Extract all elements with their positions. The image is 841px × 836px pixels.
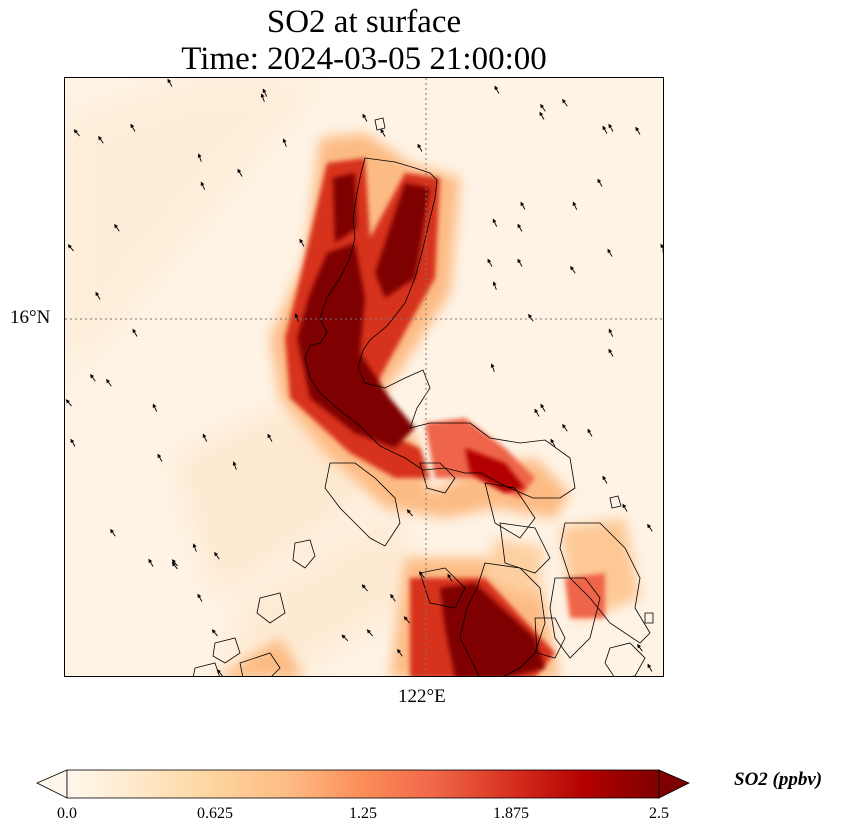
wind-arrow: [572, 201, 578, 210]
wind-arrow: [597, 178, 603, 187]
wind-arrow: [90, 373, 96, 382]
wind-arrow: [67, 244, 74, 252]
wind-arrow: [534, 408, 540, 417]
wind-arrow: [540, 103, 546, 112]
wind-arrow: [114, 223, 120, 232]
wind-arrow: [540, 403, 546, 412]
wind-arrow: [132, 328, 138, 337]
colorbar-over-arrow: [658, 769, 690, 799]
wind-arrow: [520, 201, 526, 210]
wind-arrow: [95, 291, 101, 300]
wind-arrow: [211, 629, 218, 637]
wind-arrow: [397, 648, 403, 657]
lat-tick-label: 16°N: [10, 307, 51, 328]
wind-arrow: [110, 528, 116, 537]
wind-arrow: [214, 551, 220, 560]
coastlines: [192, 117, 654, 676]
wind-arrow: [602, 475, 608, 484]
wind-arrow: [260, 93, 265, 102]
wind-arrow: [417, 143, 423, 152]
wind-arrow: [608, 328, 614, 337]
colorbar-tick-label: 0.0: [57, 805, 77, 822]
colorbar-tick-label: 1.25: [349, 805, 377, 822]
wind-arrow: [73, 129, 80, 137]
wind-arrow: [494, 85, 500, 94]
wind-arrow: [197, 153, 202, 162]
wind-arrow: [366, 629, 373, 637]
wind-arrow: [232, 461, 237, 470]
wind-arrow: [492, 218, 498, 227]
wind-arrow: [380, 128, 386, 137]
so2-plume-core: [297, 173, 545, 676]
colorbar-tick-label: 0.625: [197, 805, 233, 822]
wind-arrow: [562, 423, 568, 432]
wind-arrow: [390, 593, 396, 602]
wind-arrow: [192, 543, 197, 552]
wind-arrow: [539, 111, 545, 120]
gridlines: [65, 78, 663, 676]
wind-arrow: [202, 433, 208, 442]
wind-arrow: [237, 168, 243, 177]
wind-arrow: [418, 571, 425, 579]
wind-arrow: [662, 248, 663, 254]
wind-arrow: [130, 123, 136, 132]
wind-arrow: [299, 238, 305, 247]
colorbar-gradient: [66, 769, 660, 799]
wind-arrow: [570, 265, 576, 274]
wind-arrow: [487, 258, 493, 267]
wind-arrow: [647, 523, 653, 532]
wind-arrow: [622, 503, 628, 512]
wind-arrow: [492, 281, 497, 290]
wind-arrow: [608, 348, 614, 357]
wind-arrow: [647, 663, 653, 672]
wind-arrow: [267, 433, 273, 442]
wind-arrow: [65, 399, 72, 407]
wind-arrow: [167, 78, 173, 87]
colorbar: [36, 769, 690, 799]
wind-arrow: [148, 558, 154, 567]
wind-arrow: [550, 438, 556, 447]
colorbar-tick-label: 2.5: [649, 805, 669, 822]
colorbar-label: SO2 (ppbv): [734, 769, 823, 790]
wind-arrow: [635, 126, 641, 135]
map-title: SO2 at surface: [266, 4, 462, 40]
wind-arrow: [660, 243, 663, 252]
wind-arrow: [517, 258, 523, 267]
wind-vectors: [65, 78, 663, 676]
wind-arrow: [157, 453, 163, 462]
colorbar-tick-label: 1.875: [493, 805, 529, 822]
wind-arrow: [197, 593, 203, 602]
wind-arrow: [70, 438, 76, 447]
wind-arrow: [262, 88, 268, 97]
wind-arrow: [517, 223, 523, 232]
wind-arrow: [587, 428, 593, 437]
wind-arrow: [152, 403, 158, 412]
wind-arrow: [562, 98, 568, 107]
wind-arrow: [282, 138, 287, 147]
wind-arrow: [216, 669, 223, 676]
wind-arrow: [98, 135, 104, 144]
wind-arrow: [106, 378, 112, 387]
map-time: Time: 2024-03-05 21:00:00: [181, 41, 547, 77]
wind-arrow: [361, 584, 368, 592]
wind-arrow: [403, 616, 410, 624]
wind-arrow: [607, 248, 613, 257]
wind-arrow: [602, 125, 608, 134]
wind-arrow: [171, 559, 178, 567]
wind-arrow: [447, 573, 453, 582]
wind-arrow: [637, 643, 643, 652]
so2-map: [65, 78, 663, 676]
colorbar-under-arrow: [36, 769, 68, 799]
wind-arrow: [294, 313, 299, 322]
wind-arrow: [362, 113, 368, 122]
wind-arrow: [171, 562, 178, 570]
wind-arrow: [200, 181, 206, 190]
wind-arrow: [608, 123, 614, 132]
wind-arrow: [528, 313, 534, 322]
wind-arrow: [490, 363, 495, 372]
map-plot-area: [64, 77, 664, 677]
lon-tick-label: 122°E: [398, 686, 446, 707]
wind-arrow: [406, 509, 413, 517]
